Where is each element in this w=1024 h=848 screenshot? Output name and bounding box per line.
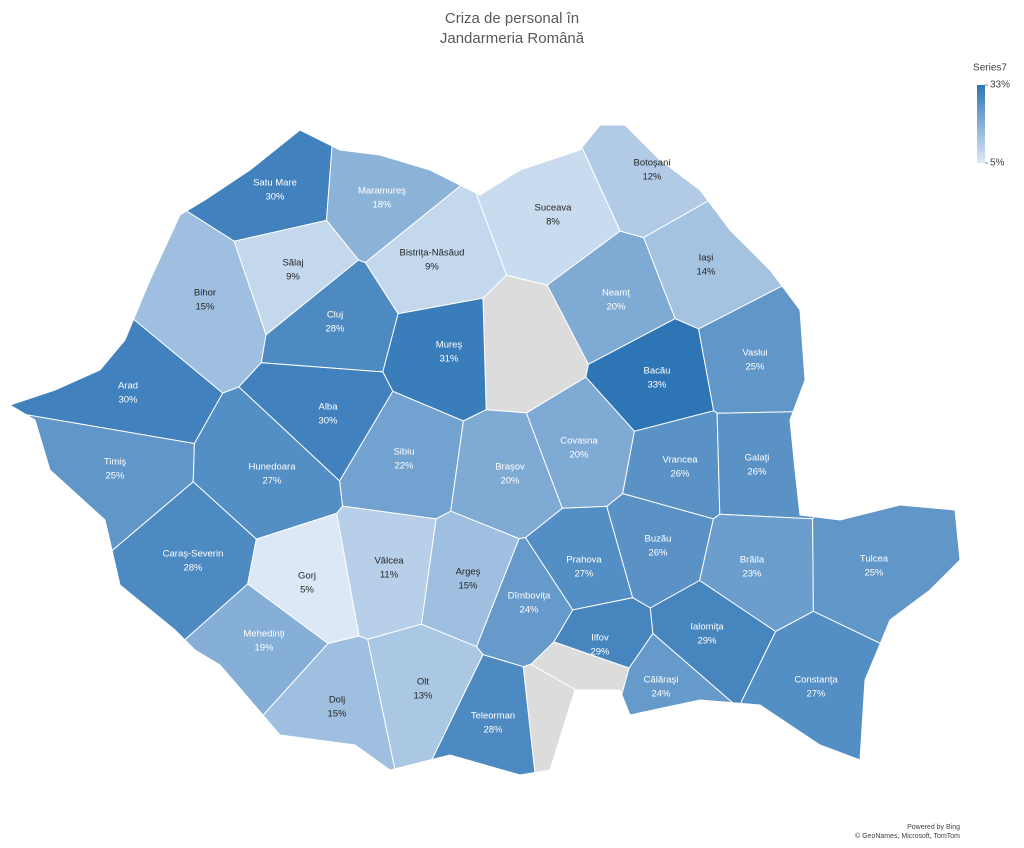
county-name: Bistriţa-Năsăud (400, 248, 465, 259)
chart-title: Criza de personal în (445, 10, 579, 27)
value-label: 23% (742, 569, 762, 580)
value-label: 14% (696, 267, 716, 278)
value-label: 28% (183, 563, 203, 574)
value-label: 31% (439, 354, 459, 365)
county-name: Ialomiţa (690, 622, 724, 633)
county-name: Tulcea (860, 554, 889, 565)
county-name: Caraş-Severin (163, 549, 224, 560)
county-name: Iaşi (699, 253, 714, 264)
county-name: Bacău (644, 366, 671, 377)
value-label: 19% (254, 643, 274, 654)
county-name: Sibiu (393, 447, 414, 458)
value-label: 25% (864, 568, 884, 579)
value-label: 29% (590, 647, 610, 658)
county-name: Prahova (566, 555, 602, 566)
value-label: 20% (606, 302, 626, 313)
value-label: 15% (195, 302, 215, 313)
county (431, 653, 536, 776)
county-name: Cluj (327, 310, 343, 321)
legend-tick-label: 33% (990, 80, 1010, 91)
county-name: Argeş (456, 567, 481, 578)
county-name: Constanţa (794, 675, 838, 686)
county (621, 632, 735, 716)
value-label: 30% (265, 192, 285, 203)
county-name: Hunedoara (248, 462, 296, 473)
value-label: 15% (327, 709, 347, 720)
value-label: 26% (648, 548, 668, 559)
county-name: Arad (118, 381, 138, 392)
county-name: Dolj (329, 695, 345, 706)
value-label: 18% (372, 200, 392, 211)
attribution: © GeoNames, Microsoft, TomTom (855, 832, 960, 840)
county-name: Vaslui (742, 348, 767, 359)
value-label: 25% (745, 362, 765, 373)
county-name: Buzău (645, 534, 672, 545)
value-label: 29% (697, 636, 717, 647)
legend-title: Series7 (973, 63, 1007, 74)
county (474, 146, 621, 286)
county-name: Braşov (495, 462, 525, 473)
county-name: Satu Mare (253, 178, 297, 189)
value-label: 9% (425, 262, 439, 273)
legend-scale (977, 85, 985, 163)
county-name: Gorj (298, 571, 316, 582)
value-label: 8% (546, 217, 560, 228)
county-name: Vâlcea (374, 556, 404, 567)
county (546, 230, 676, 365)
legend-tick-label: 5% (990, 158, 1005, 169)
county-name: Sălaj (282, 258, 303, 269)
county (812, 504, 961, 645)
county-name: Covasna (560, 436, 598, 447)
county-name: Călăraşi (644, 675, 679, 686)
value-label: 30% (318, 416, 338, 427)
value-label: 15% (458, 581, 478, 592)
value-label: 24% (651, 689, 671, 700)
county-name: Bihor (194, 288, 216, 299)
county-name: Alba (318, 402, 338, 413)
value-label: 20% (500, 476, 520, 487)
value-label: 27% (806, 689, 826, 700)
county-name: Maramureş (358, 186, 406, 197)
county-name: Mehedinţi (243, 629, 284, 640)
value-label: 27% (574, 569, 594, 580)
county (739, 610, 881, 761)
value-label: 11% (380, 570, 399, 581)
value-label: 28% (483, 725, 503, 736)
value-label: 24% (519, 605, 539, 616)
county-name: Timiş (104, 457, 127, 468)
value-label: 5% (300, 585, 314, 596)
value-label: 26% (747, 467, 767, 478)
chart-title: Jandarmeria Română (440, 30, 585, 47)
attribution: Powered by Bing (907, 824, 960, 831)
regions (8, 124, 961, 776)
value-label: 27% (262, 476, 282, 487)
county-name: Botoşani (634, 158, 671, 169)
value-label: 22% (394, 461, 414, 472)
county-name: Suceava (535, 203, 573, 214)
value-label: 26% (670, 469, 690, 480)
value-label: 28% (325, 324, 345, 335)
county-name: Mureş (436, 340, 463, 351)
value-label: 33% (647, 380, 667, 391)
county-name: Dîmboviţa (508, 591, 551, 602)
county (262, 635, 396, 771)
value-label: 30% (118, 395, 138, 406)
value-label: 13% (413, 691, 433, 702)
county-name: Ilfov (591, 633, 609, 644)
county-name: Vrancea (662, 455, 698, 466)
county-name: Teleorman (471, 711, 515, 722)
labels: Satu Mare 30% Maramureş 18% Botoşani 12% Sucea… (104, 158, 889, 736)
value-label: 20% (569, 450, 589, 461)
value-label: 25% (105, 471, 125, 482)
value-label: 12% (642, 172, 662, 183)
county-name: Brăila (740, 555, 765, 566)
value-label: 9% (286, 272, 300, 283)
county-name: Neamţ (602, 288, 630, 299)
county-name: Galaţi (745, 453, 770, 464)
county-name: Olt (417, 677, 430, 688)
